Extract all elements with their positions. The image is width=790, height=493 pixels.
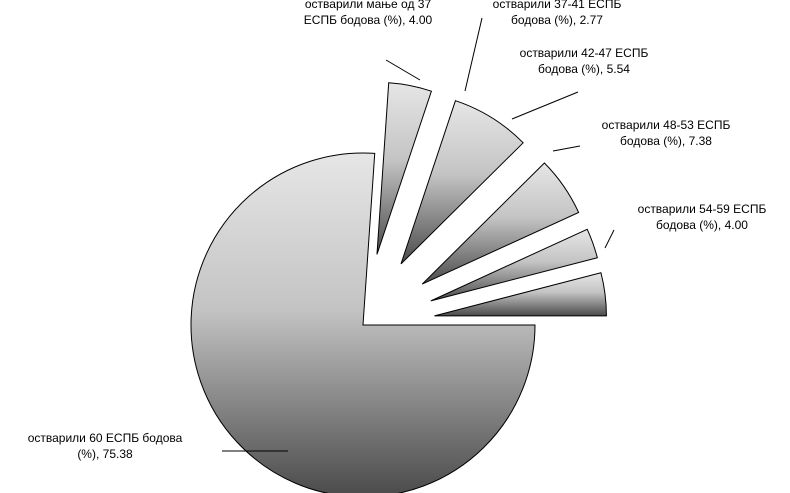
data-labels-layer: остварили 60 ЕСПБ бодова (%), 75.38оствар… <box>28 0 767 461</box>
pie-slice-1 <box>376 82 433 255</box>
leader-line-1 <box>604 229 615 249</box>
data-label-line-3-1: бодова (%), 5.54 <box>538 62 630 76</box>
pie-slice-3 <box>421 162 580 285</box>
data-label-5: остварили мање од 37 ЕСПБ бодова (%), 4.0… <box>304 0 433 27</box>
leader-line-3 <box>511 91 579 120</box>
data-label-line-3-0: остварили 42-47 ЕСПБ <box>520 46 649 60</box>
data-label-1: остварили 54-59 ЕСПБ бодова (%), 4.00 <box>638 202 767 232</box>
data-label-4: остварили 37-41 ЕСПБ бодова (%), 2.77 <box>493 0 622 27</box>
pie-slice-4 <box>430 228 598 302</box>
pie-slice-5 <box>434 272 607 317</box>
pie-slice-0 <box>190 152 536 493</box>
data-label-line-2-0: остварили 48-53 ЕСПБ <box>602 118 731 132</box>
data-label-line-0-1: (%), 75.38 <box>77 447 133 461</box>
leader-line-4 <box>464 17 483 92</box>
data-label-line-4-1: бодова (%), 2.77 <box>511 13 603 27</box>
data-label-line-0-0: остварили 60 ЕСПБ бодова <box>28 431 183 445</box>
data-label-line-5-1: ЕСПБ бодова (%), 4.00 <box>304 13 433 27</box>
leader-line-5 <box>385 59 421 81</box>
data-label-line-5-0: остварили мање од 37 <box>305 0 432 11</box>
data-label-line-2-1: бодова (%), 7.38 <box>620 134 712 148</box>
pie-slice-2 <box>400 100 524 265</box>
leader-line-2 <box>552 145 581 152</box>
slices-layer <box>190 82 607 493</box>
leader-lines-layer <box>222 17 615 452</box>
data-label-3: остварили 42-47 ЕСПБ бодова (%), 5.54 <box>520 46 649 76</box>
data-label-2: остварили 48-53 ЕСПБ бодова (%), 7.38 <box>602 118 731 148</box>
data-label-0: остварили 60 ЕСПБ бодова (%), 75.38 <box>28 431 183 461</box>
data-label-line-4-0: остварили 37-41 ЕСПБ <box>493 0 622 11</box>
data-label-line-1-0: остварили 54-59 ЕСПБ <box>638 202 767 216</box>
data-label-line-1-1: бодова (%), 4.00 <box>656 218 748 232</box>
